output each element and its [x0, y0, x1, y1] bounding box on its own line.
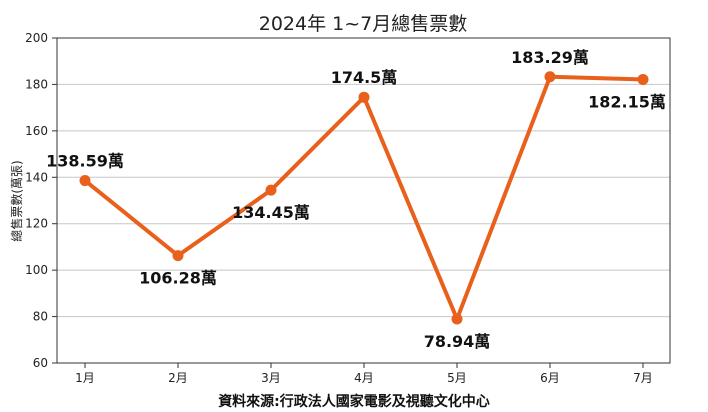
x-tick-label: 1月: [75, 371, 95, 385]
gridlines: [57, 83, 670, 318]
data-label: 138.59萬: [46, 152, 124, 171]
chart-title: 2024年 1~7月總售票數: [259, 13, 468, 35]
data-point: [451, 313, 463, 325]
data-label: 106.28萬: [139, 269, 217, 288]
y-tick-label: 60: [33, 356, 48, 370]
data-point: [358, 91, 370, 103]
y-axis-label: 總售票數(萬張): [9, 160, 24, 241]
data-label: 182.15萬: [588, 92, 666, 111]
data-label: 183.29萬: [511, 48, 589, 67]
data-point: [265, 184, 277, 196]
data-points: [79, 71, 649, 325]
x-tick-label: 7月: [633, 371, 653, 385]
data-point: [637, 73, 649, 85]
x-tick-label: 4月: [354, 371, 374, 385]
x-tick-label: 3月: [261, 371, 281, 385]
data-point: [79, 175, 91, 187]
data-point: [544, 71, 556, 83]
y-tick-label: 200: [25, 31, 48, 45]
y-tick-label: 120: [25, 217, 48, 231]
x-axis-ticks: 1月 2月 3月 4月 5月 6月 7月: [75, 363, 653, 385]
source-note: 資料來源:行政法人國家電影及視聽文化中心: [218, 393, 490, 410]
x-tick-label: 5月: [447, 371, 467, 385]
x-tick-label: 2月: [168, 371, 188, 385]
y-tick-label: 180: [25, 77, 48, 91]
y-axis-ticks: 60 80 100 120 140 160 180 200: [25, 31, 57, 370]
x-tick-label: 6月: [540, 371, 560, 385]
y-tick-label: 100: [25, 263, 48, 277]
y-tick-label: 140: [25, 170, 48, 184]
data-label: 78.94萬: [424, 332, 491, 351]
data-label: 134.45萬: [232, 203, 310, 222]
data-labels: 138.59萬 106.28萬 134.45萬 174.5萬 78.94萬 183.29萬…: [46, 48, 666, 351]
y-tick-label: 80: [33, 310, 48, 324]
y-tick-label: 160: [25, 124, 48, 138]
data-point: [172, 250, 184, 262]
data-label: 174.5萬: [331, 68, 398, 87]
